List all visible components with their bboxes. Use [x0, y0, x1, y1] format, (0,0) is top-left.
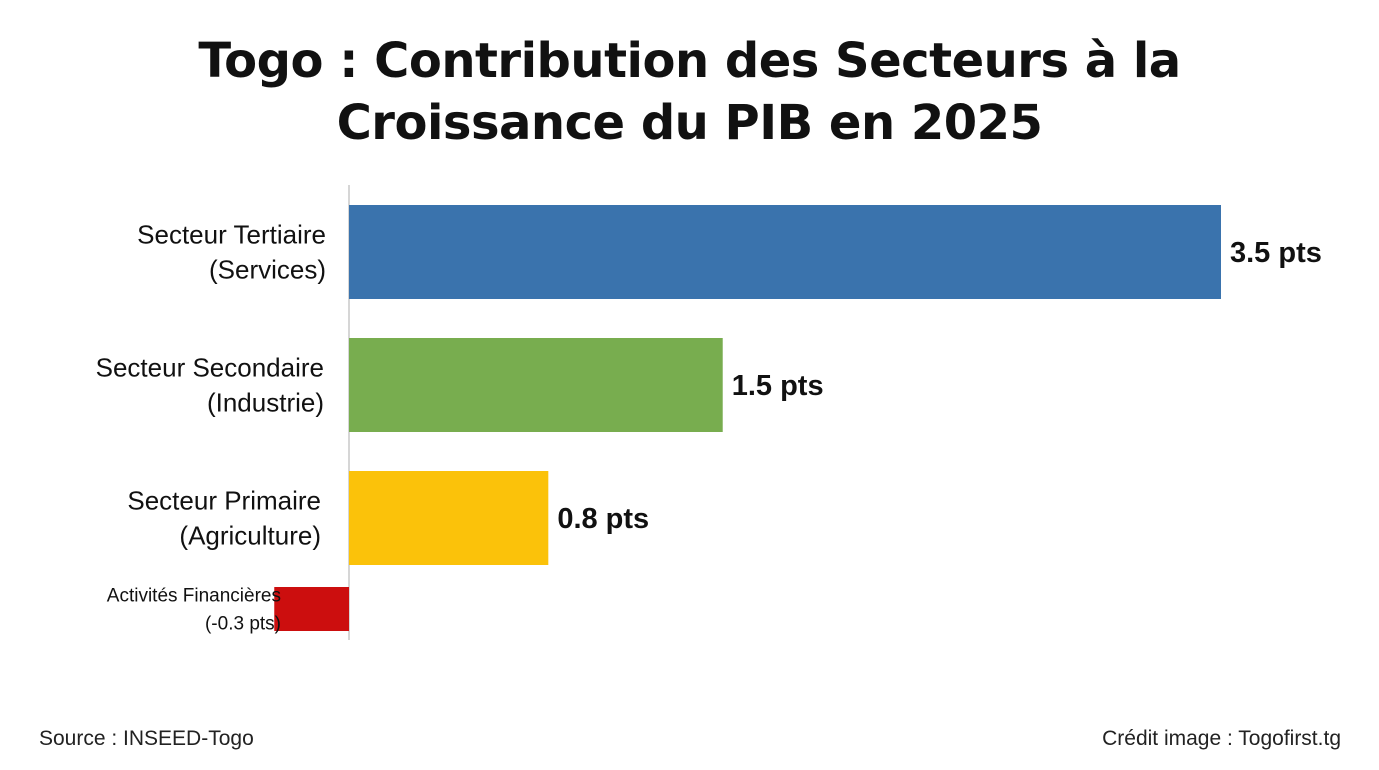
image-credit: Crédit image : Togofirst.tg: [1102, 727, 1341, 750]
source-note: Source : INSEED-Togo: [39, 727, 254, 750]
value-label-2: 0.8 pts: [557, 503, 649, 535]
category-label-2-line-2: (Agriculture): [179, 521, 321, 551]
category-label-3-line-1: Activités Financières: [107, 586, 281, 607]
chart-title-line-1: Togo : Contribution des Secteurs à la: [198, 33, 1181, 89]
bar-2: [349, 471, 549, 565]
value-label-1: 1.5 pts: [732, 370, 824, 402]
category-label-0-line-1: Secteur Tertiaire: [137, 220, 326, 250]
category-label-2-line-1: Secteur Primaire: [127, 486, 321, 516]
bar-0: [349, 205, 1221, 299]
bar-3: [274, 587, 349, 631]
bar-1: [349, 338, 723, 432]
value-label-0: 3.5 pts: [1230, 237, 1322, 269]
category-label-0-line-2: (Services): [209, 255, 326, 285]
category-label-1-line-1: Secteur Secondaire: [96, 353, 324, 383]
chart-title: Togo : Contribution des Secteurs à la Cr…: [0, 30, 1379, 154]
chart-title-line-2: Croissance du PIB en 2025: [336, 95, 1043, 151]
category-label-1-line-2: (Industrie): [207, 388, 324, 418]
category-label-3-line-2: (-0.3 pts): [205, 614, 281, 635]
